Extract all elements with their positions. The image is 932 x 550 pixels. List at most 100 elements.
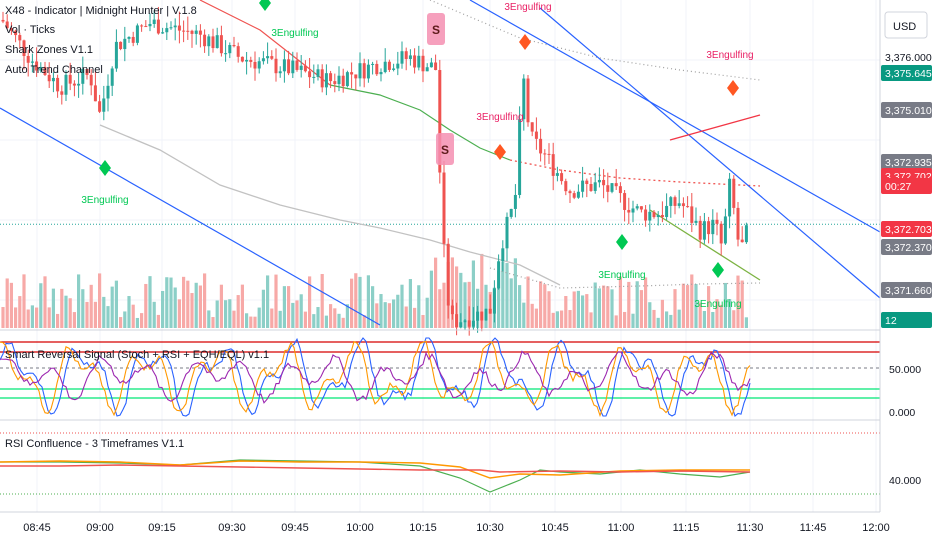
candle-body: [329, 73, 333, 82]
candle-body: [257, 61, 261, 69]
candle-body: [438, 70, 442, 173]
volume-bar: [169, 277, 173, 328]
rsi-line: [0, 350, 751, 404]
candle-body: [488, 308, 492, 314]
volume-bar: [278, 310, 282, 328]
volume-bar: [744, 317, 748, 328]
stoch-d-line: [0, 340, 751, 418]
candle-body: [644, 209, 648, 221]
volume-bar: [597, 288, 601, 328]
candle-body: [677, 203, 681, 206]
candle-body: [261, 58, 265, 62]
rsi-pane: [0, 432, 932, 513]
indicator-name[interactable]: X48 - Indicator | Midnight Hunter | V.1.…: [5, 5, 197, 17]
candle-body: [1, 19, 5, 22]
volume-bar: [1, 307, 5, 328]
currency-label: USD: [893, 21, 916, 33]
candle-body: [560, 173, 564, 182]
volume-bar: [295, 300, 299, 328]
candle-body: [375, 63, 379, 75]
candle-body: [169, 27, 173, 29]
candle-body: [404, 51, 408, 59]
time-tick-label: 10:15: [409, 522, 437, 534]
rsi-title[interactable]: RSI Confluence - 3 Timeframes V1.1: [5, 438, 185, 450]
volume-bar: [728, 299, 732, 328]
osc-tick-label: 0.000: [889, 407, 915, 419]
volume-bar: [694, 284, 698, 328]
volume-bar: [568, 310, 572, 328]
candle-body: [543, 153, 547, 155]
volume-bar: [618, 276, 622, 328]
volume-bar: [635, 281, 639, 328]
candle-body: [303, 65, 307, 72]
candle-body: [656, 214, 660, 218]
candle-body: [623, 193, 627, 210]
osc-tick-label: 50.000: [889, 364, 921, 376]
volume-bar: [480, 253, 484, 328]
candle-body: [26, 56, 30, 63]
volume-bar: [18, 296, 22, 328]
candle-body: [589, 184, 593, 191]
candle-body: [341, 75, 345, 87]
candle-body: [245, 59, 249, 62]
candle-body: [593, 182, 597, 191]
candle-body: [186, 30, 190, 32]
candle-body: [715, 219, 719, 224]
candle-body: [694, 220, 698, 223]
candle-body: [182, 30, 186, 32]
candle-body: [144, 26, 148, 28]
bear-signal-marker: [494, 144, 506, 160]
volume-bar: [513, 258, 517, 328]
shark-zone-glyph: S: [432, 23, 440, 37]
oscillator-title[interactable]: Smart Reversal Signal (Stoch + RSI + EQH…: [5, 349, 270, 361]
volume-bar: [375, 303, 379, 328]
volume-bar: [723, 282, 727, 328]
volume-bar: [51, 288, 55, 328]
indicator-name[interactable]: Vol · Ticks: [5, 24, 56, 36]
candle-body: [425, 67, 429, 72]
volume-bar: [358, 276, 362, 328]
volume-bar: [337, 313, 341, 328]
price-label: 3,375.010: [885, 105, 932, 117]
volume-bar: [93, 301, 97, 328]
candle-body: [383, 61, 387, 73]
ma-upper-dotted: [429, 0, 761, 81]
volume-bar: [350, 278, 354, 328]
volume-bar: [22, 274, 26, 328]
volume-bar: [72, 312, 76, 328]
candle-body: [312, 76, 316, 78]
candle-body: [690, 206, 694, 223]
volume-bar: [14, 307, 18, 328]
volume-bar: [576, 290, 580, 328]
shark-zone-badge: [427, 13, 445, 45]
candle-body: [253, 61, 257, 69]
candle-body: [547, 153, 551, 155]
volume-bar: [522, 302, 526, 328]
volume-bar: [194, 282, 198, 328]
bear-signal-marker: [727, 80, 739, 96]
indicator-name[interactable]: Shark Zones V1.1: [5, 44, 94, 56]
candle-body: [51, 77, 55, 82]
candle-body: [673, 197, 677, 206]
shark-zone-badge: [436, 133, 454, 165]
candle-body: [324, 73, 328, 88]
volume-bar: [282, 286, 286, 328]
candle-body: [681, 203, 685, 207]
candle-body: [287, 59, 291, 74]
candle-body: [194, 30, 198, 34]
volume-bar: [644, 277, 648, 328]
volume-bar: [677, 309, 681, 328]
volume-bar: [299, 294, 303, 328]
indicator-name[interactable]: Auto Trend Channel: [5, 64, 103, 76]
volume-bar: [539, 281, 543, 328]
candle-body: [295, 60, 299, 70]
volume-bar: [64, 295, 68, 328]
volume-bar: [564, 296, 568, 328]
candle-body: [581, 180, 585, 192]
volume-bar: [379, 294, 383, 328]
volume-bar: [711, 311, 715, 328]
volume-bar: [610, 289, 614, 328]
volume-bar: [471, 260, 475, 328]
candle-body: [539, 138, 543, 154]
